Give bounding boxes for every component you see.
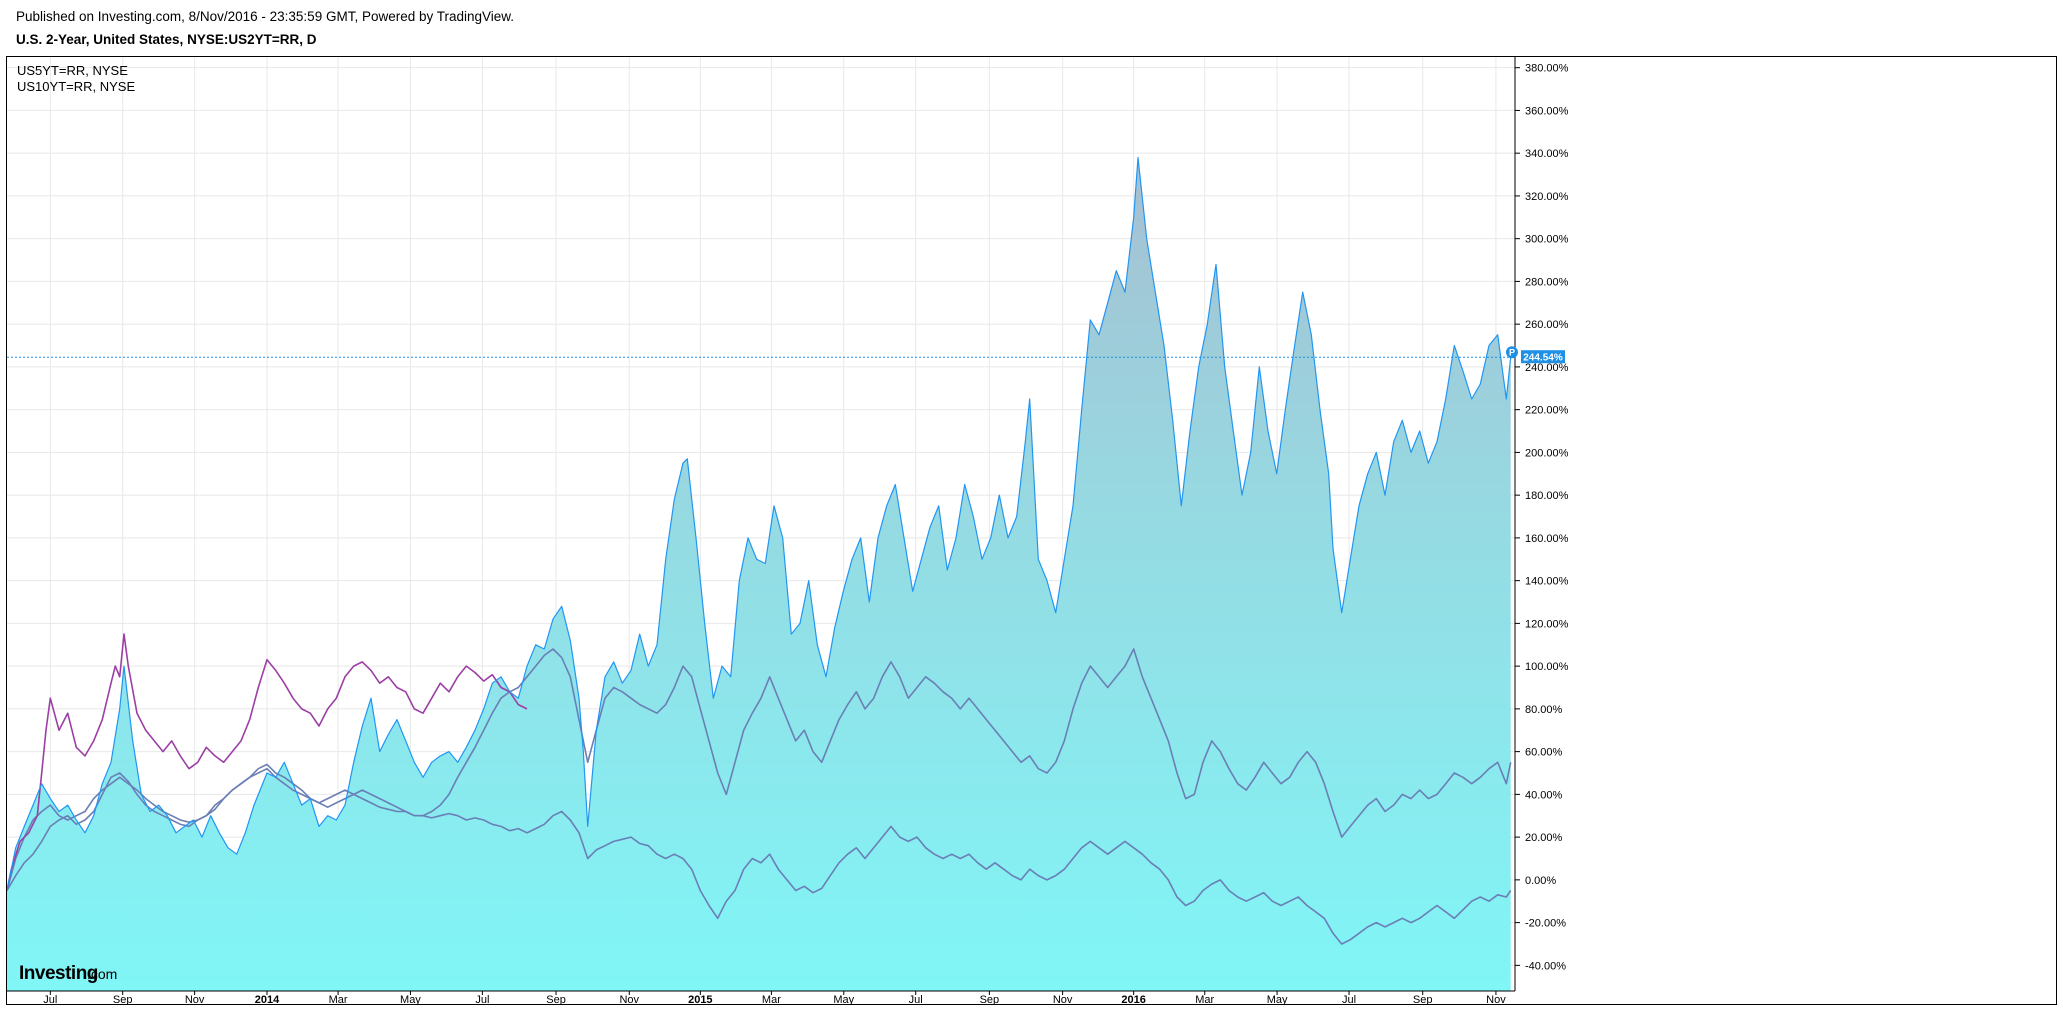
y-tick-label: -40.00% bbox=[1525, 960, 1566, 972]
x-tick-label: Mar bbox=[1195, 994, 1214, 1004]
x-tick-label: Jul bbox=[475, 994, 489, 1004]
series-layer bbox=[7, 156, 1512, 991]
y-tick-label: 360.00% bbox=[1525, 105, 1569, 117]
y-tick-label: 20.00% bbox=[1525, 832, 1563, 844]
y-tick-label: 140.00% bbox=[1525, 576, 1569, 588]
legend-us10y: US10YT=RR, NYSE bbox=[17, 79, 135, 94]
y-tick-label: 220.00% bbox=[1525, 405, 1569, 417]
legend-us5y: US5YT=RR, NYSE bbox=[17, 63, 128, 78]
y-tick-label: 320.00% bbox=[1525, 191, 1569, 203]
x-tick-label: Nov bbox=[1486, 994, 1506, 1004]
price-tag-box bbox=[1521, 350, 1565, 364]
x-tick-label: May bbox=[400, 994, 421, 1004]
y-tick-label: 240.00% bbox=[1525, 362, 1569, 374]
us5y-line bbox=[7, 648, 1512, 891]
y-tick-label: 160.00% bbox=[1525, 533, 1569, 545]
price-marker-icon bbox=[1506, 346, 1518, 359]
y-tick-label: 180.00% bbox=[1525, 490, 1569, 502]
x-tick-label: Nov bbox=[185, 994, 205, 1004]
price-tag: P 244.54% bbox=[7, 346, 1565, 364]
logo-word: Investing bbox=[19, 963, 98, 984]
x-tick-label: May bbox=[1267, 994, 1288, 1004]
x-tick-label: Nov bbox=[619, 994, 639, 1004]
y-tick-label: 60.00% bbox=[1525, 747, 1563, 759]
x-tick-label: May bbox=[833, 994, 854, 1004]
x-tick-label: Jul bbox=[43, 994, 57, 1004]
price-tag-value: 244.54% bbox=[1523, 353, 1563, 364]
y-tick-label: 300.00% bbox=[1525, 234, 1569, 246]
axes: 380.00% 360.00% 340.00% 320.00% 300.00% 280.0… bbox=[7, 57, 1569, 1004]
x-tick-label: 2015 bbox=[688, 994, 712, 1004]
x-tick-label: Sep bbox=[1413, 994, 1433, 1004]
y-tick-label: 120.00% bbox=[1525, 618, 1569, 630]
y-tick-label: 40.00% bbox=[1525, 789, 1563, 801]
us2y-line bbox=[7, 156, 1512, 891]
y-tick-label: 340.00% bbox=[1525, 148, 1569, 160]
y-tick-label: 0.00% bbox=[1525, 875, 1556, 887]
y-tick-label: 380.00% bbox=[1525, 63, 1569, 75]
symbol-title: U.S. 2-Year, United States, NYSE:US2YT=R… bbox=[16, 32, 317, 47]
investing-logo: Investing .com bbox=[19, 963, 117, 984]
logo-suffix: .com bbox=[87, 966, 117, 982]
x-tick-label: Mar bbox=[329, 994, 348, 1004]
price-marker-letter: P bbox=[1509, 348, 1515, 358]
y-tick-label: 80.00% bbox=[1525, 704, 1563, 716]
y-tick-label: 280.00% bbox=[1525, 276, 1569, 288]
y-tick-label: 260.00% bbox=[1525, 319, 1569, 331]
early-period-line bbox=[7, 633, 528, 891]
y-tick-label: 100.00% bbox=[1525, 661, 1569, 673]
x-tick-label: Sep bbox=[980, 994, 1000, 1004]
x-tick-label: Jul bbox=[909, 994, 923, 1004]
published-note: Published on Investing.com, 8/Nov/2016 -… bbox=[16, 9, 515, 24]
x-tick-label: 2016 bbox=[1121, 994, 1145, 1004]
x-tick-label: Sep bbox=[113, 994, 133, 1004]
y-tick-label: 200.00% bbox=[1525, 447, 1569, 459]
x-tick-label: 2014 bbox=[255, 994, 280, 1004]
us10y-line bbox=[7, 767, 1512, 945]
legend: US5YT=RR, NYSE US10YT=RR, NYSE bbox=[17, 63, 135, 94]
x-tick-label: Jul bbox=[1342, 994, 1356, 1004]
x-tick-label: Mar bbox=[762, 994, 781, 1004]
x-tick-label: Nov bbox=[1053, 994, 1073, 1004]
y-tick-label: -20.00% bbox=[1525, 918, 1566, 930]
x-tick-label: Sep bbox=[546, 994, 566, 1004]
us2y-area-fill bbox=[7, 157, 1511, 991]
chart-frame[interactable]: 380.00% 360.00% 340.00% 320.00% 300.00% 280.0… bbox=[6, 56, 2057, 1005]
price-chart[interactable]: 380.00% 360.00% 340.00% 320.00% 300.00% 280.0… bbox=[7, 57, 2056, 1004]
